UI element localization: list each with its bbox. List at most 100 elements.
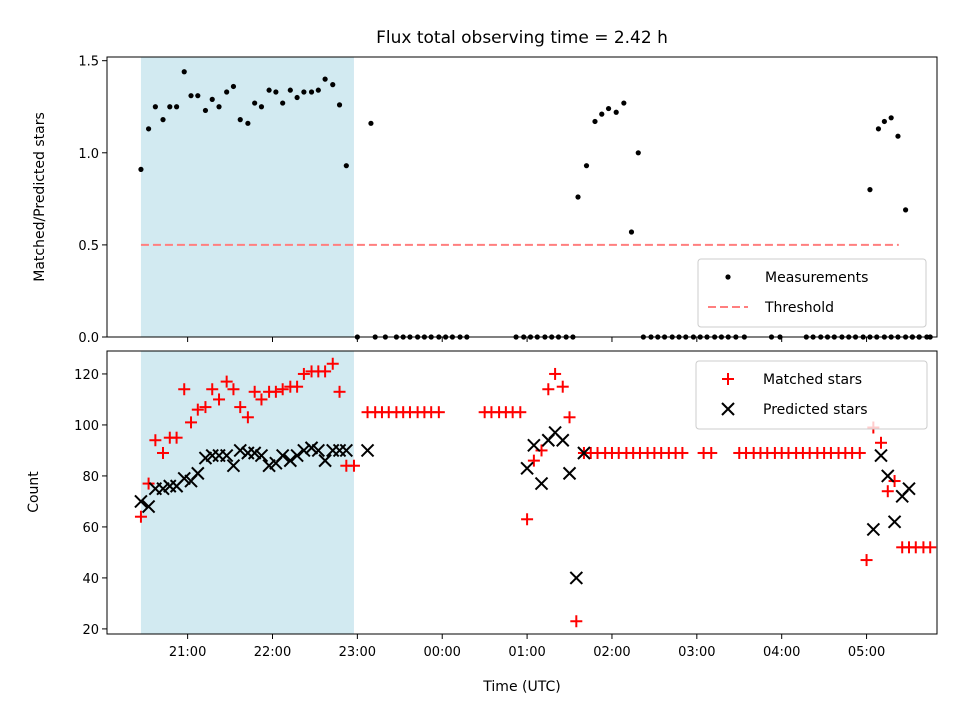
predicted-star-point — [219, 448, 234, 463]
measurement-point — [273, 89, 279, 95]
x-tick-label: 00:00 — [423, 645, 460, 660]
matched-star-point — [134, 510, 147, 523]
measurement-point — [230, 83, 237, 90]
predicted-star-point — [311, 443, 326, 458]
matched-star-point — [234, 401, 247, 414]
measurement-point — [315, 87, 321, 93]
predicted-star-point — [141, 499, 156, 514]
matched-star-point — [924, 541, 937, 554]
top-panel: 0.0 0.5 1.0 1.5 Matched/Predicted stars Mea… — [32, 55, 938, 346]
measurement-point — [145, 126, 152, 132]
measurement-point — [301, 89, 307, 95]
y-tick-label: 60 — [82, 521, 99, 536]
top-y-axis-label: Matched/Predicted stars — [32, 112, 48, 282]
x-tick-label: 22:00 — [254, 645, 291, 660]
measurement-point — [209, 96, 215, 102]
measurement-point — [605, 105, 612, 112]
legend-predicted-label: Predicted stars — [763, 402, 868, 418]
bottom-panel: 20 40 60 80 100 120 21:00 22:00 23:00 00:00 01:00… — [26, 350, 938, 695]
matched-star-point — [157, 446, 170, 459]
matched-star-point — [535, 444, 548, 457]
predicted-star-point — [283, 453, 298, 468]
matched-star-point — [347, 459, 360, 472]
matched-star-point — [527, 454, 540, 467]
predicted-star-point — [562, 466, 577, 481]
predicted-star-point — [527, 438, 541, 453]
matched-star-point — [860, 554, 873, 567]
matched-star-point — [227, 383, 240, 396]
measurement-point — [152, 104, 158, 110]
y-tick-label: 0.0 — [78, 331, 99, 346]
measurement-point — [575, 194, 581, 200]
predicted-star-point — [226, 459, 241, 473]
bottom-legend: Matched stars Predicted stars — [695, 360, 928, 430]
measurement-point — [635, 150, 641, 156]
matched-star-point — [297, 367, 310, 380]
bottom-y-axis-label: Count — [26, 471, 42, 513]
measurement-point — [336, 102, 343, 108]
x-tick-label: 04:00 — [763, 645, 800, 660]
y-tick-label: 1.5 — [78, 55, 99, 70]
predicted-star-point — [339, 443, 354, 458]
predicted-star-point — [275, 448, 290, 463]
measurement-point — [867, 187, 873, 193]
legend-measurements-marker — [725, 274, 731, 280]
bottom-observing-window — [140, 351, 354, 634]
measurement-point — [280, 100, 286, 106]
matched-star-point — [220, 375, 233, 388]
measurement-point — [224, 89, 230, 95]
x-tick-label: 01:00 — [508, 645, 545, 660]
measurement-point — [875, 126, 882, 132]
measurement-point — [216, 104, 222, 110]
matched-star-point — [676, 446, 689, 459]
predicted-star-point — [134, 494, 148, 509]
top-legend: Measurements Threshold — [697, 258, 927, 328]
matched-star-point — [206, 383, 219, 396]
measurement-point — [294, 94, 300, 101]
measurement-point — [195, 93, 201, 99]
x-tick-label: 05:00 — [848, 645, 885, 660]
matched-star-point — [705, 446, 718, 459]
measurement-point — [368, 120, 374, 126]
measurement-point — [173, 104, 180, 110]
predicted-star-point — [534, 476, 549, 491]
measurement-point — [138, 166, 144, 172]
predicted-star-point — [233, 443, 247, 458]
measurement-point — [160, 117, 166, 123]
matched-star-point — [556, 380, 569, 393]
x-tick-label: 02:00 — [593, 645, 630, 660]
measurement-point — [613, 109, 619, 115]
legend-matched-label: Matched stars — [763, 372, 862, 388]
legend-measurements-label: Measurements — [765, 270, 868, 286]
matched-star-point — [563, 411, 576, 424]
measurement-point — [252, 100, 258, 106]
matched-star-point — [333, 385, 346, 398]
matched-star-point — [570, 615, 583, 628]
bottom-x-ticks: 21:00 22:00 23:00 00:00 01:00 02:00 03:00 04:00… — [169, 634, 885, 660]
y-tick-label: 40 — [82, 572, 99, 587]
y-tick-label: 1.0 — [78, 147, 99, 162]
predicted-star-point — [520, 461, 534, 475]
matched-star-point — [291, 380, 304, 393]
measurement-point — [237, 117, 243, 123]
predicted-star-point — [577, 446, 591, 460]
legend-matched-marker — [722, 373, 734, 385]
y-tick-label: 0.5 — [78, 239, 99, 254]
measurement-point — [628, 229, 635, 235]
measurement-point — [881, 118, 887, 125]
matched-star-point — [521, 513, 534, 526]
measurement-point — [888, 115, 894, 121]
chart-title: Flux total observing time = 2.42 h — [376, 28, 668, 48]
predicted-star-point — [254, 448, 269, 463]
x-tick-label: 03:00 — [678, 645, 715, 660]
measurement-point — [266, 87, 272, 93]
measurement-point — [895, 133, 901, 139]
x-tick-label: 23:00 — [339, 645, 376, 660]
count-points — [134, 357, 937, 628]
bottom-y-ticks: 20 40 60 80 100 120 — [74, 368, 107, 638]
matched-star-point — [191, 403, 204, 416]
matched-star-point — [199, 401, 212, 414]
matched-star-point — [853, 446, 866, 459]
predicted-star-point — [191, 466, 205, 481]
